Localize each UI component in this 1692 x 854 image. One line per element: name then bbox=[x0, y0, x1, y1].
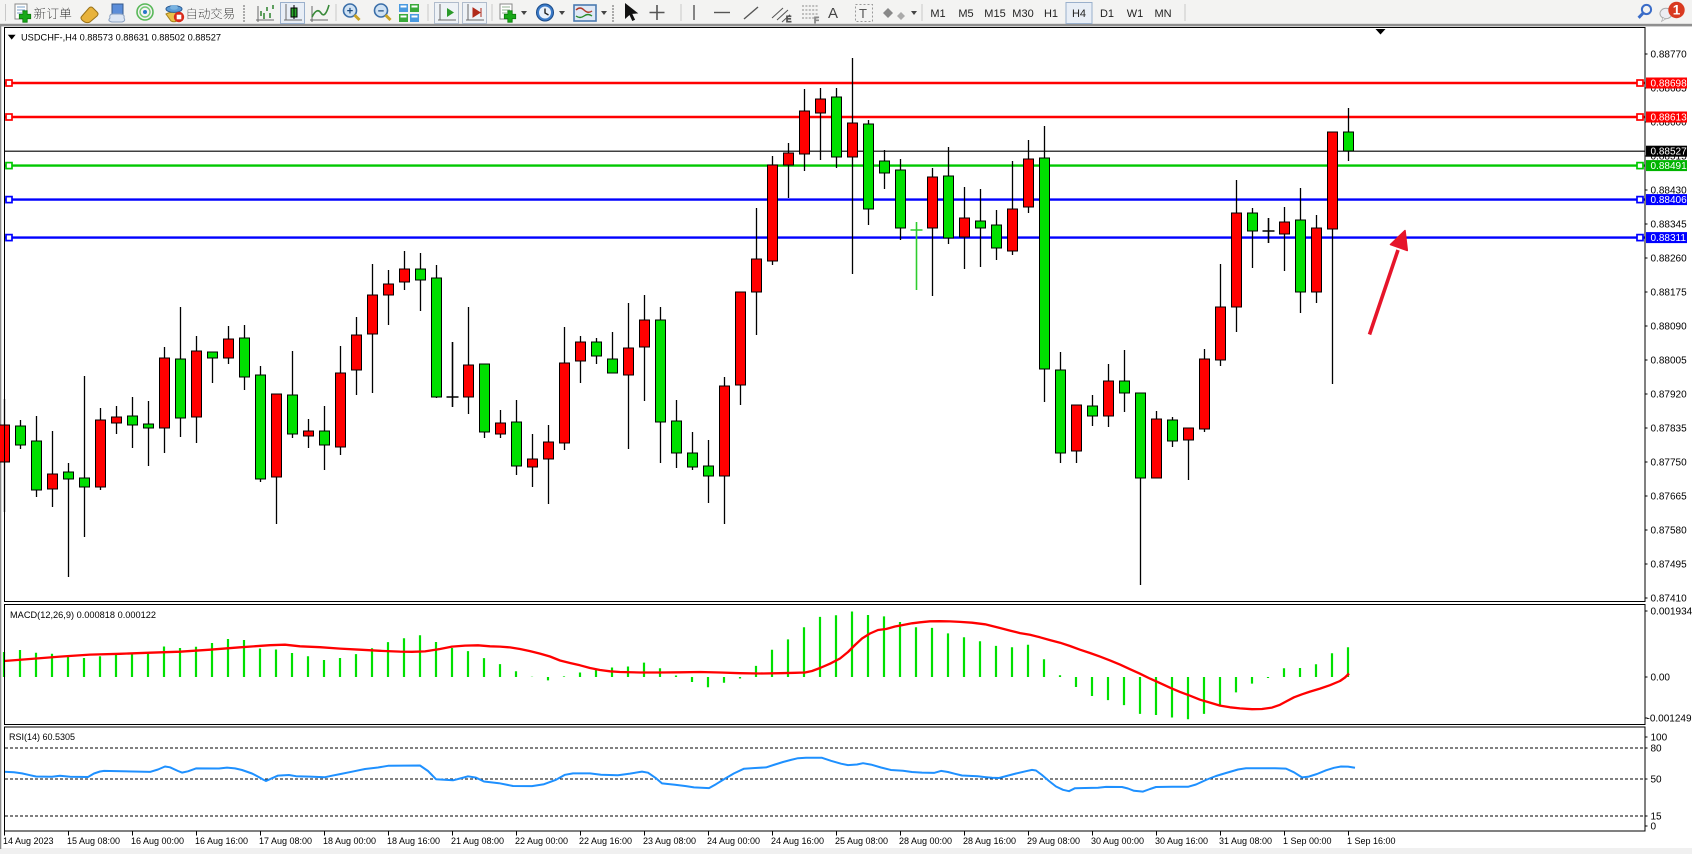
svg-text:1 Sep 00:00: 1 Sep 00:00 bbox=[1283, 836, 1332, 846]
svg-text:D1: D1 bbox=[1100, 8, 1114, 20]
svg-text:24 Aug 00:00: 24 Aug 00:00 bbox=[707, 836, 760, 846]
svg-text:50: 50 bbox=[1651, 775, 1663, 786]
svg-text:H4: H4 bbox=[1072, 8, 1086, 20]
svg-text:15 Aug 08:00: 15 Aug 08:00 bbox=[67, 836, 120, 846]
svg-text:USDCHF-,H4 0.88573 0.88631 0.: USDCHF-,H4 0.88573 0.88631 0.88502 0.885… bbox=[21, 33, 221, 44]
svg-text:0.88685: 0.88685 bbox=[1651, 84, 1688, 95]
svg-text:0: 0 bbox=[1651, 822, 1657, 833]
svg-text:0.88175: 0.88175 bbox=[1651, 288, 1688, 299]
svg-text:80: 80 bbox=[1651, 744, 1663, 755]
svg-text:0.87835: 0.87835 bbox=[1651, 424, 1688, 435]
svg-text:0.88527: 0.88527 bbox=[1651, 147, 1688, 158]
svg-text:31 Aug 08:00: 31 Aug 08:00 bbox=[1219, 836, 1272, 846]
svg-text:0.88260: 0.88260 bbox=[1651, 254, 1688, 265]
svg-text:0.87665: 0.87665 bbox=[1651, 492, 1688, 503]
svg-text:0.88600: 0.88600 bbox=[1651, 118, 1688, 129]
svg-text:0.87750: 0.87750 bbox=[1651, 458, 1688, 469]
svg-text:0.87580: 0.87580 bbox=[1651, 526, 1688, 537]
svg-text:28 Aug 00:00: 28 Aug 00:00 bbox=[899, 836, 952, 846]
svg-text:0.88613: 0.88613 bbox=[1651, 113, 1688, 124]
svg-text:18 Aug 00:00: 18 Aug 00:00 bbox=[323, 836, 376, 846]
svg-text:0.88770: 0.88770 bbox=[1651, 50, 1688, 61]
svg-text:18 Aug 16:00: 18 Aug 16:00 bbox=[387, 836, 440, 846]
svg-text:1 Sep 16:00: 1 Sep 16:00 bbox=[1347, 836, 1396, 846]
svg-text:T: T bbox=[859, 6, 867, 21]
svg-text:22 Aug 00:00: 22 Aug 00:00 bbox=[515, 836, 568, 846]
svg-text:−: − bbox=[378, 6, 384, 18]
svg-text:24 Aug 16:00: 24 Aug 16:00 bbox=[771, 836, 824, 846]
svg-text:0.001934: 0.001934 bbox=[1651, 607, 1692, 618]
svg-text:100: 100 bbox=[1651, 733, 1668, 744]
svg-text:21 Aug 08:00: 21 Aug 08:00 bbox=[451, 836, 504, 846]
svg-text:A: A bbox=[828, 5, 838, 22]
svg-text:30 Aug 00:00: 30 Aug 00:00 bbox=[1091, 836, 1144, 846]
svg-text:29 Aug 08:00: 29 Aug 08:00 bbox=[1027, 836, 1080, 846]
svg-text:E: E bbox=[786, 15, 791, 24]
svg-text:16 Aug 00:00: 16 Aug 00:00 bbox=[131, 836, 184, 846]
svg-text:0.88090: 0.88090 bbox=[1651, 322, 1688, 333]
svg-text:M30: M30 bbox=[1012, 8, 1033, 20]
svg-text:14 Aug 2023: 14 Aug 2023 bbox=[3, 836, 54, 846]
svg-text:17 Aug 08:00: 17 Aug 08:00 bbox=[259, 836, 312, 846]
svg-text:W1: W1 bbox=[1127, 8, 1144, 20]
svg-text:0.88345: 0.88345 bbox=[1651, 220, 1688, 231]
svg-text:-0.001249: -0.001249 bbox=[1647, 714, 1692, 725]
svg-text:M5: M5 bbox=[958, 8, 973, 20]
svg-text:+: + bbox=[347, 6, 353, 18]
svg-text:0.87920: 0.87920 bbox=[1651, 390, 1688, 401]
svg-text:0.88406: 0.88406 bbox=[1651, 195, 1688, 206]
svg-text:M1: M1 bbox=[930, 8, 945, 20]
svg-text:MN: MN bbox=[1154, 8, 1171, 20]
svg-text:0.88698: 0.88698 bbox=[1651, 79, 1688, 90]
svg-text:15: 15 bbox=[1651, 812, 1663, 823]
svg-text:0.88311: 0.88311 bbox=[1651, 233, 1687, 244]
svg-text:0.87495: 0.87495 bbox=[1651, 560, 1688, 571]
svg-text:0.88491: 0.88491 bbox=[1651, 161, 1688, 172]
svg-text:25 Aug 08:00: 25 Aug 08:00 bbox=[835, 836, 888, 846]
svg-text:0.87410: 0.87410 bbox=[1651, 594, 1688, 605]
svg-text:28 Aug 16:00: 28 Aug 16:00 bbox=[963, 836, 1016, 846]
svg-text:30 Aug 16:00: 30 Aug 16:00 bbox=[1155, 836, 1208, 846]
svg-text:0.88430: 0.88430 bbox=[1651, 186, 1688, 197]
svg-text:0.88005: 0.88005 bbox=[1651, 356, 1688, 367]
svg-text:1: 1 bbox=[1673, 3, 1681, 18]
svg-text:16 Aug 16:00: 16 Aug 16:00 bbox=[195, 836, 248, 846]
svg-text:0.00: 0.00 bbox=[1651, 673, 1671, 684]
svg-text:H1: H1 bbox=[1044, 8, 1058, 20]
svg-text:M15: M15 bbox=[984, 8, 1005, 20]
svg-text:23 Aug 08:00: 23 Aug 08:00 bbox=[643, 836, 696, 846]
svg-text:RSI(14) 60.5305: RSI(14) 60.5305 bbox=[9, 732, 75, 742]
svg-text:F: F bbox=[814, 16, 819, 25]
svg-text:0.88515: 0.88515 bbox=[1651, 152, 1688, 163]
svg-text:22 Aug 16:00: 22 Aug 16:00 bbox=[579, 836, 632, 846]
svg-text:MACD(12,26,9) 0.000818 0.00012: MACD(12,26,9) 0.000818 0.000122 bbox=[10, 610, 156, 620]
